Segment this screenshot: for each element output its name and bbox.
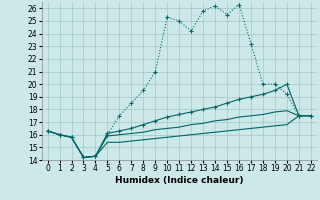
X-axis label: Humidex (Indice chaleur): Humidex (Indice chaleur) <box>115 176 244 185</box>
